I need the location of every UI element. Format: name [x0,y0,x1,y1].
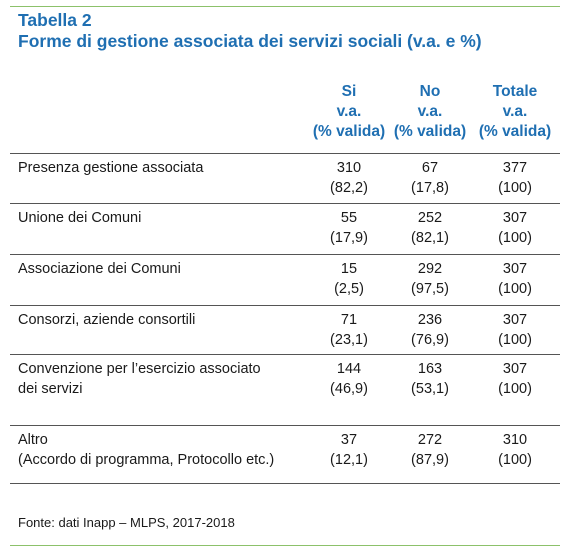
cell-percentage: (100) [498,281,532,297]
table-cell: 163 (53,1) [389,359,471,399]
row-label: Associazione dei Comuni [18,259,181,279]
cell-percentage: (23,1) [330,332,368,348]
table-cell: 307 (100) [472,259,558,299]
table-cell: 377 (100) [472,158,558,198]
row-label-line: dei servizi [18,381,83,397]
cell-absolute-value: 272 [417,432,443,448]
column-header-unit-pct: (% valida) [478,123,552,140]
cell-percentage: (82,1) [411,230,449,246]
column-header-name: Totale [492,83,538,100]
cell-absolute-value: 67 [421,160,439,176]
cell-percentage: (87,9) [411,452,449,468]
cell-absolute-value: 55 [340,210,358,226]
row-label-line: Altro [18,432,48,448]
cell-percentage: (17,8) [411,180,449,196]
column-header-si: Si v.a. (% valida) [307,82,391,142]
table-cell: 307 (100) [472,359,558,399]
cell-percentage: (53,1) [411,381,449,397]
table-cell: 307 (100) [472,208,558,248]
column-header-unit: v.a. [336,103,362,120]
table-frame [10,6,560,546]
cell-absolute-value: 71 [340,312,358,328]
row-divider [10,483,560,484]
cell-absolute-value: 377 [502,160,528,176]
column-header-unit-pct: (% valida) [312,123,386,140]
table-cell: 236 (76,9) [389,310,471,350]
cell-percentage: (12,1) [330,452,368,468]
table-cell: 71 (23,1) [307,310,391,350]
column-header-no: No v.a. (% valida) [389,82,471,142]
row-label-line: Presenza gestione associata [18,160,204,176]
row-label-line: Convenzione per l’esercizio associato [18,361,261,377]
table-number: Tabella 2 [18,10,92,30]
column-header-totale: Totale v.a. (% valida) [472,82,558,142]
table-cell: 55 (17,9) [307,208,391,248]
column-header-unit-pct: (% valida) [393,123,467,140]
table-cell: 252 (82,1) [389,208,471,248]
row-label: Convenzione per l’esercizio associato dei… [18,359,261,399]
row-divider [10,254,560,255]
table-cell: 292 (97,5) [389,259,471,299]
table-caption: Forme di gestione associata dei servizi … [18,31,482,51]
cell-percentage: (100) [498,381,532,397]
table-cell: 310 (82,2) [307,158,391,198]
cell-percentage: (100) [498,452,532,468]
cell-absolute-value: 37 [340,432,358,448]
table-cell: 67 (17,8) [389,158,471,198]
cell-percentage: (100) [498,332,532,348]
row-label: Unione dei Comuni [18,208,141,228]
cell-absolute-value: 292 [417,261,443,277]
cell-percentage: (2,5) [334,281,364,297]
row-divider [10,153,560,154]
cell-absolute-value: 307 [502,210,528,226]
cell-absolute-value: 236 [417,312,443,328]
table-cell: 15 (2,5) [307,259,391,299]
cell-absolute-value: 15 [340,261,358,277]
column-header-unit: v.a. [502,103,528,120]
cell-percentage: (97,5) [411,281,449,297]
cell-absolute-value: 310 [502,432,528,448]
row-label-line: Associazione dei Comuni [18,261,181,277]
row-divider [10,354,560,355]
cell-absolute-value: 307 [502,361,528,377]
table-cell: 144 (46,9) [307,359,391,399]
cell-percentage: (76,9) [411,332,449,348]
table-cell: 307 (100) [472,310,558,350]
column-header-unit: v.a. [417,103,443,120]
row-label-line: (Accordo di programma, Protocollo etc.) [18,452,275,468]
table-title: Tabella 2 Forme di gestione associata de… [18,10,482,52]
row-label-line: Unione dei Comuni [18,210,142,226]
column-header-name: No [419,83,441,100]
source-note: Fonte: dati Inapp – MLPS, 2017-2018 [18,515,235,530]
column-header-name: Si [341,83,357,100]
row-divider [10,203,560,204]
cell-absolute-value: 307 [502,312,528,328]
cell-percentage: (100) [498,180,532,196]
row-label-line: Consorzi, aziende consortili [18,312,196,328]
cell-percentage: (82,2) [330,180,368,196]
cell-absolute-value: 307 [502,261,528,277]
cell-absolute-value: 310 [336,160,362,176]
cell-percentage: (100) [498,230,532,246]
row-label: Altro (Accordo di programma, Protocollo e… [18,430,274,470]
table-cell: 310 (100) [472,430,558,470]
row-divider [10,305,560,306]
cell-absolute-value: 144 [336,361,362,377]
row-divider [10,425,560,426]
cell-percentage: (46,9) [330,381,368,397]
row-label: Consorzi, aziende consortili [18,310,195,330]
table-cell: 272 (87,9) [389,430,471,470]
cell-absolute-value: 252 [417,210,443,226]
cell-percentage: (17,9) [330,230,368,246]
table-cell: 37 (12,1) [307,430,391,470]
cell-absolute-value: 163 [417,361,443,377]
row-label: Presenza gestione associata [18,158,203,178]
